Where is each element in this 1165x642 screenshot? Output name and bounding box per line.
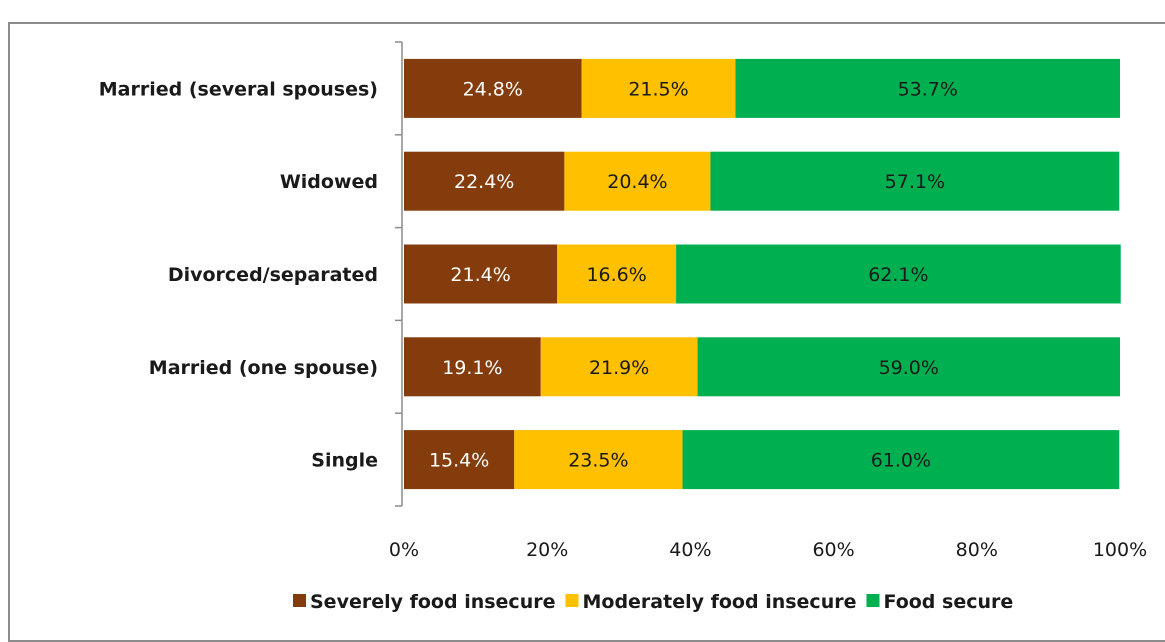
category-label: Married (several spouses) <box>99 78 378 100</box>
bars-layer: 24.8% 21.5% 53.7% 22.4% 20.4% 57.1% 21.4% 16.6%… <box>404 58 1121 490</box>
legend-label-severely-food-insecure: Severely food insecure <box>310 591 555 613</box>
data-label: 57.1% <box>885 171 945 193</box>
data-label: 23.5% <box>568 450 628 472</box>
x-tick-label: 20% <box>526 539 568 561</box>
x-tick-label: 100% <box>1093 539 1147 561</box>
bar-food-secure <box>735 58 1120 118</box>
x-tick-label: 80% <box>956 539 998 561</box>
data-label: 21.9% <box>589 357 649 379</box>
bar-moderately-food-insecure <box>557 244 677 304</box>
legend-swatch-severely-food-insecure <box>293 594 306 607</box>
bar-severely-food-insecure <box>404 151 565 211</box>
data-label: 24.8% <box>463 78 523 100</box>
bar-severely-food-insecure <box>404 244 558 304</box>
chart-frame <box>8 22 1165 642</box>
data-label: 20.4% <box>607 171 667 193</box>
data-label: 22.4% <box>454 171 514 193</box>
bar-food-secure <box>710 151 1120 211</box>
data-label: 19.1% <box>442 357 502 379</box>
bar-moderately-food-insecure <box>581 58 736 118</box>
bar-food-secure <box>682 430 1120 490</box>
data-label: 61.0% <box>871 450 931 472</box>
x-tick-label: 60% <box>812 539 854 561</box>
data-label: 53.7% <box>898 78 958 100</box>
legend: Severely food insecure Moderately food in… <box>293 591 1013 613</box>
data-label: 21.5% <box>628 78 688 100</box>
category-label: Single <box>311 450 378 472</box>
legend-label-food-secure: Food secure <box>883 591 1013 613</box>
category-label: Divorced/separated <box>168 264 378 286</box>
legend-swatch-food-secure <box>866 594 880 607</box>
axis-layer: Married (several spouses) Widowed Divorced… <box>99 41 1147 561</box>
x-tick-label: 40% <box>669 539 711 561</box>
data-label: 59.0% <box>879 357 939 379</box>
data-label: 16.6% <box>586 264 646 286</box>
bar-food-secure <box>676 244 1121 304</box>
bar-severely-food-insecure <box>404 430 515 490</box>
data-label: 62.1% <box>868 264 928 286</box>
legend-label-moderately-food-insecure: Moderately food insecure <box>582 591 856 613</box>
bar-moderately-food-insecure <box>514 430 683 490</box>
legend-swatch-moderately-food-insecure <box>565 594 579 607</box>
category-label: Married (one spouse) <box>149 357 378 379</box>
bar-moderately-food-insecure <box>564 151 711 211</box>
bar-moderately-food-insecure <box>540 337 698 397</box>
data-label: 21.4% <box>450 264 510 286</box>
x-tick-label: 0% <box>389 539 419 561</box>
bar-food-secure <box>697 337 1120 397</box>
data-label: 15.4% <box>429 450 489 472</box>
bar-severely-food-insecure <box>404 58 582 118</box>
category-label: Widowed <box>280 171 378 193</box>
bar-severely-food-insecure <box>404 337 541 397</box>
